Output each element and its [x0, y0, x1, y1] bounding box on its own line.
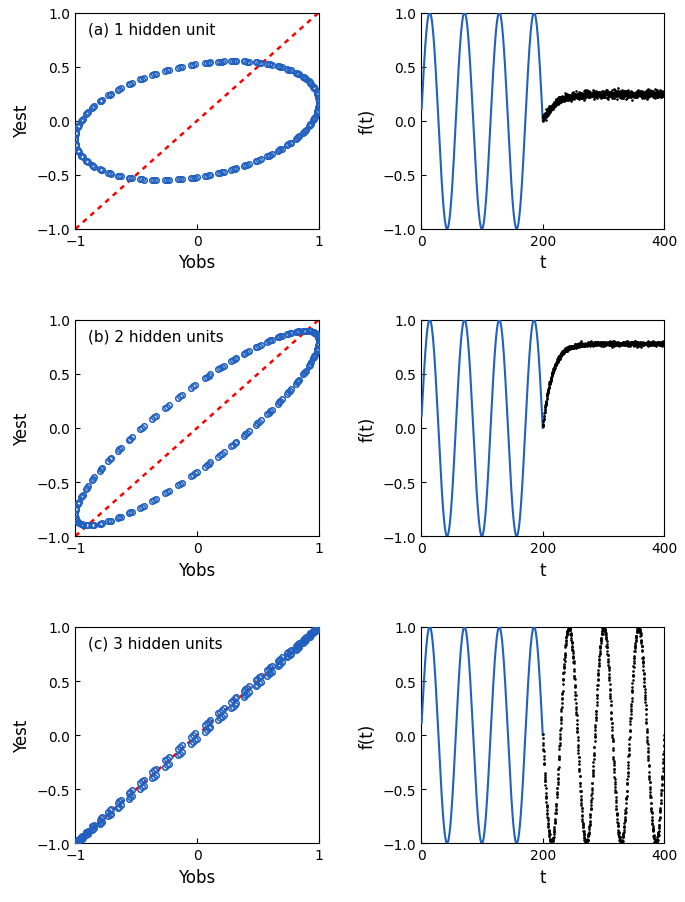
Y-axis label: f(t): f(t) — [359, 109, 377, 134]
X-axis label: Yobs: Yobs — [178, 254, 216, 272]
X-axis label: Yobs: Yobs — [178, 868, 216, 886]
Y-axis label: Yest: Yest — [13, 105, 32, 138]
Y-axis label: Yest: Yest — [13, 719, 32, 752]
Text: (c) 3 hidden units: (c) 3 hidden units — [88, 636, 222, 651]
Text: (b) 2 hidden units: (b) 2 hidden units — [88, 329, 223, 344]
X-axis label: t: t — [540, 254, 546, 272]
X-axis label: Yobs: Yobs — [178, 561, 216, 579]
Text: (a) 1 hidden unit: (a) 1 hidden unit — [88, 23, 215, 37]
Y-axis label: Yest: Yest — [13, 412, 32, 445]
X-axis label: t: t — [540, 868, 546, 886]
Y-axis label: f(t): f(t) — [359, 723, 377, 748]
X-axis label: t: t — [540, 561, 546, 579]
Y-axis label: f(t): f(t) — [359, 416, 377, 441]
